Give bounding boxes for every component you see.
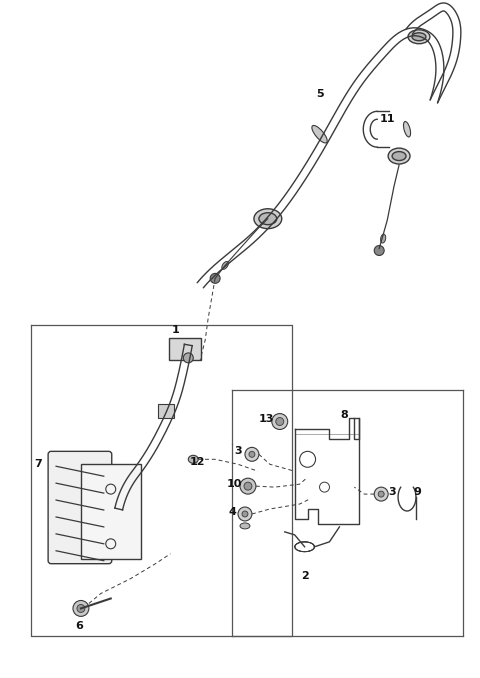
Circle shape: [249, 452, 255, 458]
Circle shape: [73, 601, 89, 616]
Circle shape: [374, 245, 384, 256]
Text: 10: 10: [227, 479, 242, 489]
Circle shape: [378, 491, 384, 497]
Circle shape: [272, 414, 288, 429]
Circle shape: [183, 353, 193, 363]
Ellipse shape: [254, 209, 282, 228]
Text: 3: 3: [234, 446, 242, 456]
Ellipse shape: [222, 262, 228, 269]
Ellipse shape: [412, 33, 426, 41]
Bar: [81, 464, 141, 559]
Text: 3: 3: [388, 487, 396, 497]
Circle shape: [244, 482, 252, 490]
Text: 1: 1: [171, 325, 179, 335]
Text: 6: 6: [75, 621, 83, 631]
Circle shape: [276, 418, 284, 426]
Text: 5: 5: [316, 89, 324, 100]
Circle shape: [238, 507, 252, 521]
Ellipse shape: [188, 456, 198, 463]
Circle shape: [240, 478, 256, 494]
Text: 13: 13: [259, 414, 275, 424]
Text: 4: 4: [228, 507, 236, 517]
Circle shape: [77, 605, 85, 612]
Circle shape: [374, 487, 388, 501]
Text: 9: 9: [413, 487, 421, 497]
Ellipse shape: [408, 30, 430, 43]
Ellipse shape: [404, 121, 410, 137]
Circle shape: [210, 273, 220, 283]
Text: 12: 12: [190, 457, 205, 467]
Text: 7: 7: [34, 459, 42, 469]
Text: 11: 11: [379, 115, 395, 124]
Circle shape: [245, 447, 259, 461]
Ellipse shape: [312, 125, 327, 143]
Ellipse shape: [240, 523, 250, 529]
Bar: [169, 338, 201, 360]
Text: 8: 8: [340, 410, 348, 420]
Ellipse shape: [392, 152, 406, 161]
Circle shape: [242, 511, 248, 517]
Ellipse shape: [388, 148, 410, 164]
Ellipse shape: [259, 213, 277, 224]
Ellipse shape: [381, 234, 386, 243]
Text: 2: 2: [301, 571, 309, 580]
FancyBboxPatch shape: [48, 452, 112, 563]
Bar: [158, 403, 174, 418]
